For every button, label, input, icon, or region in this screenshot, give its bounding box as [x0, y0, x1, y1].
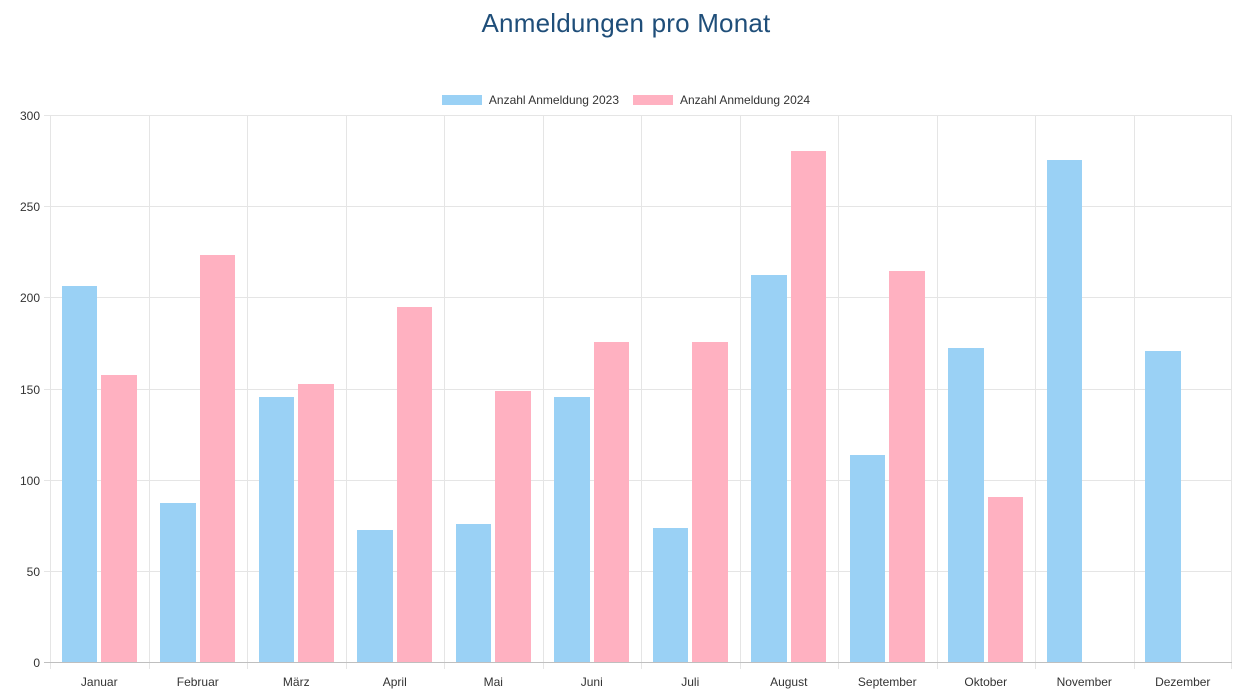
x-tick-label: September [857, 675, 917, 689]
bar-märz-2024[interactable] [298, 384, 334, 663]
x-gridline [936, 116, 938, 669]
y-tick-label: 150 [19, 382, 40, 397]
bar-januar-2023[interactable] [61, 285, 98, 663]
x-tick-label: Juni [580, 675, 603, 689]
x-tick-label: Januar [80, 675, 118, 689]
bar-august-2024[interactable] [790, 150, 827, 663]
x-axis-line [44, 662, 1232, 663]
bar-mai-2024[interactable] [495, 391, 531, 663]
x-tick-label: Februar [176, 675, 219, 689]
x-tick-label: Mai [483, 675, 503, 689]
x-tick-label: November [1056, 675, 1112, 689]
y-gridline [44, 206, 1232, 208]
y-gridline [44, 570, 1232, 572]
bar-april-2024[interactable] [396, 307, 433, 663]
bar-juli-2024[interactable] [692, 342, 728, 663]
legend-swatch-2024-icon [633, 95, 673, 105]
x-gridline [1035, 116, 1036, 669]
bar-september-2023[interactable] [849, 455, 886, 663]
chart-legend: Anzahl Anmeldung 2023 Anzahl Anmeldung 2… [0, 93, 1252, 107]
legend-label-2023: Anzahl Anmeldung 2023 [488, 93, 619, 107]
x-tick-label: Oktober [964, 675, 1008, 689]
x-gridline [1231, 116, 1232, 669]
bar-februar-2024[interactable] [199, 254, 236, 663]
bar-september-2024[interactable] [889, 270, 925, 663]
bar-februar-2023[interactable] [160, 502, 196, 663]
y-tick-label: 200 [19, 291, 40, 306]
bar-november-2023[interactable] [1046, 159, 1083, 663]
x-gridline [444, 116, 445, 669]
x-gridline [247, 116, 248, 669]
y-tick-label: 100 [19, 473, 40, 488]
bar-märz-2023[interactable] [258, 396, 295, 663]
x-tick-label: März [282, 675, 310, 689]
x-tick-label: April [382, 675, 407, 689]
legend-item-2023[interactable]: Anzahl Anmeldung 2023 [441, 93, 619, 107]
x-tick-label: August [770, 675, 808, 689]
y-gridline [44, 479, 1232, 481]
y-gridline [44, 297, 1232, 299]
x-gridline [641, 116, 642, 669]
bar-dezember-2023[interactable] [1145, 351, 1181, 663]
bar-januar-2024[interactable] [101, 374, 137, 663]
legend-swatch-2023-icon [441, 95, 482, 105]
x-tick-label: Dezember [1155, 675, 1211, 689]
bar-juni-2024[interactable] [593, 342, 630, 663]
x-gridline [50, 116, 51, 669]
plot-area: 0 50 100 150 200 250 300 Januar Februar März April… [20, 109, 1232, 689]
x-gridline [542, 116, 544, 669]
bar-oktober-2024[interactable] [987, 497, 1024, 663]
x-gridline [838, 116, 839, 669]
legend-item-2024[interactable]: Anzahl Anmeldung 2024 [633, 93, 810, 107]
legend-label-2024: Anzahl Anmeldung 2024 [680, 93, 811, 107]
y-tick-label: 250 [19, 200, 40, 215]
x-gridline [148, 116, 150, 669]
x-gridline [345, 116, 347, 669]
bar-april-2023[interactable] [357, 529, 393, 663]
x-gridline [1133, 116, 1135, 669]
y-tick-label: 300 [19, 109, 40, 123]
x-gridline [739, 116, 741, 669]
y-tick-label: 50 [26, 564, 40, 579]
y-tick-label: 0 [33, 656, 40, 670]
bar-juni-2023[interactable] [554, 396, 590, 663]
y-gridline [44, 388, 1232, 390]
x-tick-label: Juli [681, 675, 700, 689]
bar-mai-2023[interactable] [455, 524, 492, 663]
bar-oktober-2023[interactable] [948, 347, 984, 663]
chart-title: Anmeldungen pro Monat [481, 8, 771, 38]
bar-juli-2023[interactable] [652, 528, 689, 663]
bar-august-2023[interactable] [751, 274, 787, 663]
y-gridline [44, 115, 1232, 116]
